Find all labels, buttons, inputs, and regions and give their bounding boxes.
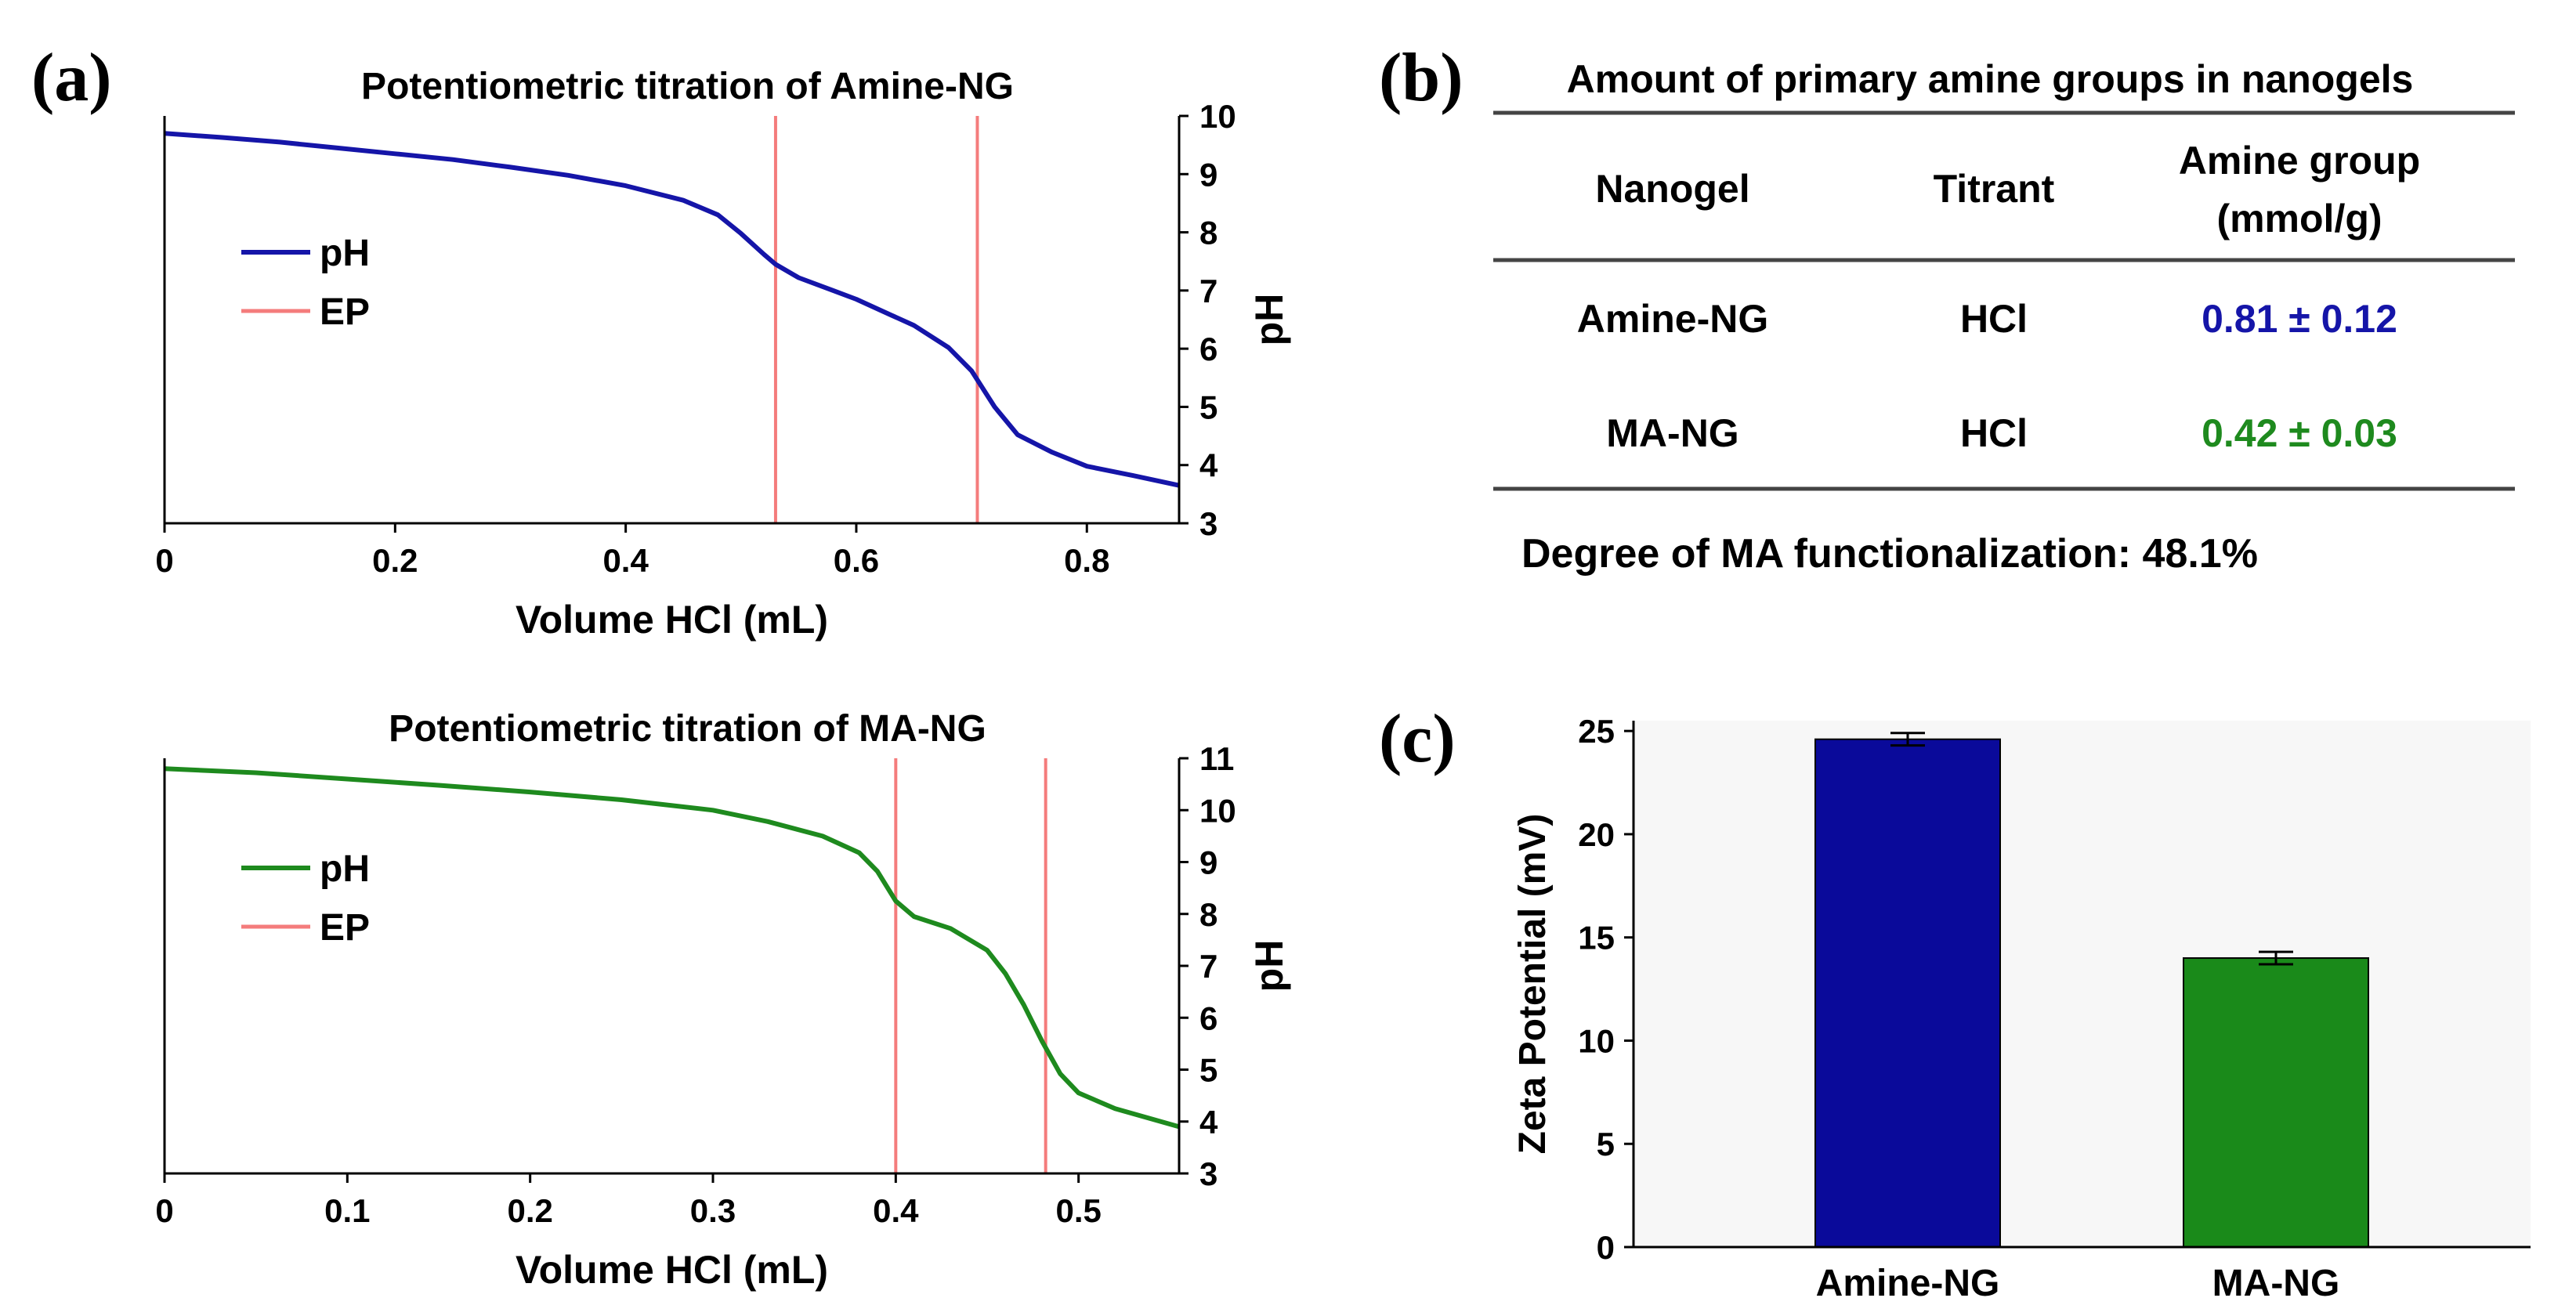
y-axis-label: pH (1247, 940, 1291, 992)
legend-label-ph: pH (320, 848, 370, 890)
legend-label-ph: pH (320, 233, 370, 274)
y-tick-label: 0 (1597, 1229, 1615, 1266)
legend-label-ep: EP (320, 291, 370, 333)
category-label: Amine-NG (1816, 1263, 2000, 1304)
table-footnote: Degree of MA functionalization: 48.1% (1521, 531, 2258, 577)
ph-series-line (164, 131, 1180, 488)
bar-ma-ng (2183, 957, 2369, 1248)
bar-amine-ng (1814, 738, 2001, 1248)
row2-nanogel: MA-NG (1606, 411, 1738, 455)
y-axis-label: Zeta Potential (mV) (1512, 814, 1554, 1155)
row2-titrant: HCl (1960, 411, 2028, 455)
x-tick-label: 0.5 (1055, 1192, 1101, 1229)
y-tick-label: 3 (1199, 505, 1217, 542)
y-tick-label: 15 (1578, 920, 1615, 956)
row2-amine: 0.42 ± 0.03 (2202, 411, 2397, 455)
y-tick-label: 5 (1199, 1052, 1217, 1089)
y-tick-label: 4 (1199, 447, 1218, 484)
header-amine-unit: (mmol/g) (2216, 197, 2382, 240)
y-tick-label: 10 (1199, 98, 1236, 135)
y-tick-label: 3 (1199, 1155, 1217, 1192)
x-tick-label: 0.8 (1064, 542, 1109, 579)
table-title: Amount of primary amine groups in nanoge… (1567, 57, 2414, 101)
row1-titrant: HCl (1960, 297, 2028, 341)
y-tick-label: 6 (1199, 1000, 1217, 1036)
y-tick-label: 7 (1199, 948, 1217, 985)
y-tick-label: 20 (1578, 816, 1615, 853)
header-titrant: Titrant (1934, 167, 2055, 211)
x-axis-label: Volume HCl (mL) (516, 1248, 828, 1292)
panel-label-b: (b) (1379, 40, 1463, 116)
ph-series-line (164, 766, 1180, 1130)
x-tick-label: 0.6 (834, 542, 879, 579)
y-tick-label: 25 (1578, 713, 1615, 750)
y-tick-label: 10 (1199, 792, 1236, 829)
header-nanogel: Nanogel (1595, 167, 1749, 211)
x-tick-label: 0 (155, 542, 173, 579)
row1-nanogel: Amine-NG (1577, 297, 1768, 341)
y-tick-label: 7 (1199, 273, 1217, 309)
ma-titration-chart: Potentiometric titration of MA-NG 0 0.1 0.2… (155, 708, 1291, 1292)
chart-title: Potentiometric titration of Amine-NG (361, 66, 1014, 107)
x-tick-label: 0.4 (873, 1192, 919, 1229)
y-axis-label: pH (1247, 294, 1291, 346)
chart-title: Potentiometric titration of MA-NG (389, 708, 986, 750)
x-axis-label: Volume HCl (mL) (516, 598, 828, 642)
amine-titration-chart: Potentiometric titration of Amine-NG 0 0.2… (155, 66, 1291, 642)
x-tick-label: 0 (155, 1192, 173, 1229)
plot-background (1634, 721, 2531, 1247)
category-label: MA-NG (2212, 1263, 2340, 1304)
y-tick-label: 10 (1578, 1022, 1615, 1059)
y-tick-label: 8 (1199, 896, 1217, 933)
panel-label-a: (a) (31, 40, 112, 116)
y-tick-label: 5 (1199, 389, 1217, 425)
x-tick-label: 0.4 (602, 542, 649, 579)
y-tick-label: 5 (1597, 1126, 1615, 1162)
x-tick-label: 0.2 (507, 1192, 552, 1229)
x-tick-label: 0.3 (690, 1192, 736, 1229)
legend-label-ep: EP (320, 907, 370, 949)
x-tick-label: 0.1 (324, 1192, 370, 1229)
y-tick-label: 11 (1199, 740, 1234, 777)
y-tick-label: 9 (1199, 844, 1217, 881)
y-tick-label: 4 (1199, 1104, 1218, 1141)
header-amine-group: Amine group (2179, 139, 2420, 183)
row1-amine: 0.81 ± 0.12 (2202, 297, 2397, 341)
zeta-potential-chart: Amine-NG MA-NG 0 5 10 15 20 25 Zeta Potential (m… (1512, 713, 2531, 1304)
panel-label-c: (c) (1379, 701, 1456, 777)
y-tick-label: 6 (1199, 331, 1217, 367)
y-tick-label: 8 (1199, 215, 1217, 251)
y-tick-label: 9 (1199, 156, 1217, 193)
amine-groups-table: Amount of primary amine groups in nanoge… (1493, 57, 2515, 577)
x-tick-label: 0.2 (372, 542, 418, 579)
